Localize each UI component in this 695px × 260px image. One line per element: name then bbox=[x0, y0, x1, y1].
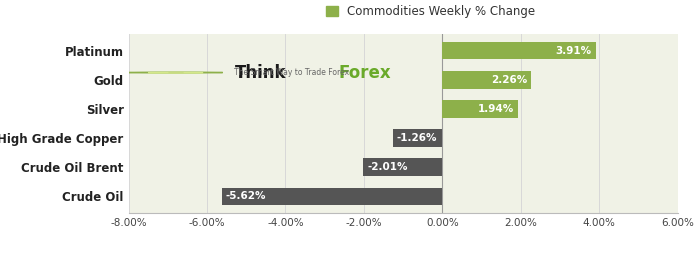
Text: 3.91%: 3.91% bbox=[555, 46, 591, 56]
Bar bbox=[393, 129, 442, 147]
Text: -1.26%: -1.26% bbox=[397, 133, 437, 143]
Bar bbox=[442, 100, 518, 118]
Text: 1.94%: 1.94% bbox=[478, 104, 514, 114]
Bar bbox=[442, 71, 531, 89]
Text: Forex: Forex bbox=[338, 64, 391, 82]
Text: -5.62%: -5.62% bbox=[226, 191, 266, 201]
Bar bbox=[363, 158, 442, 176]
Text: -2.01%: -2.01% bbox=[368, 162, 408, 172]
Bar bbox=[442, 42, 596, 60]
Text: The Smart Way to Trade Forex: The Smart Way to Trade Forex bbox=[234, 68, 350, 77]
Bar bbox=[222, 187, 442, 205]
Circle shape bbox=[129, 72, 222, 73]
Text: Think: Think bbox=[234, 64, 286, 82]
Legend: Commodities Weekly % Change: Commodities Weekly % Change bbox=[321, 0, 540, 23]
Text: 2.26%: 2.26% bbox=[491, 75, 527, 85]
